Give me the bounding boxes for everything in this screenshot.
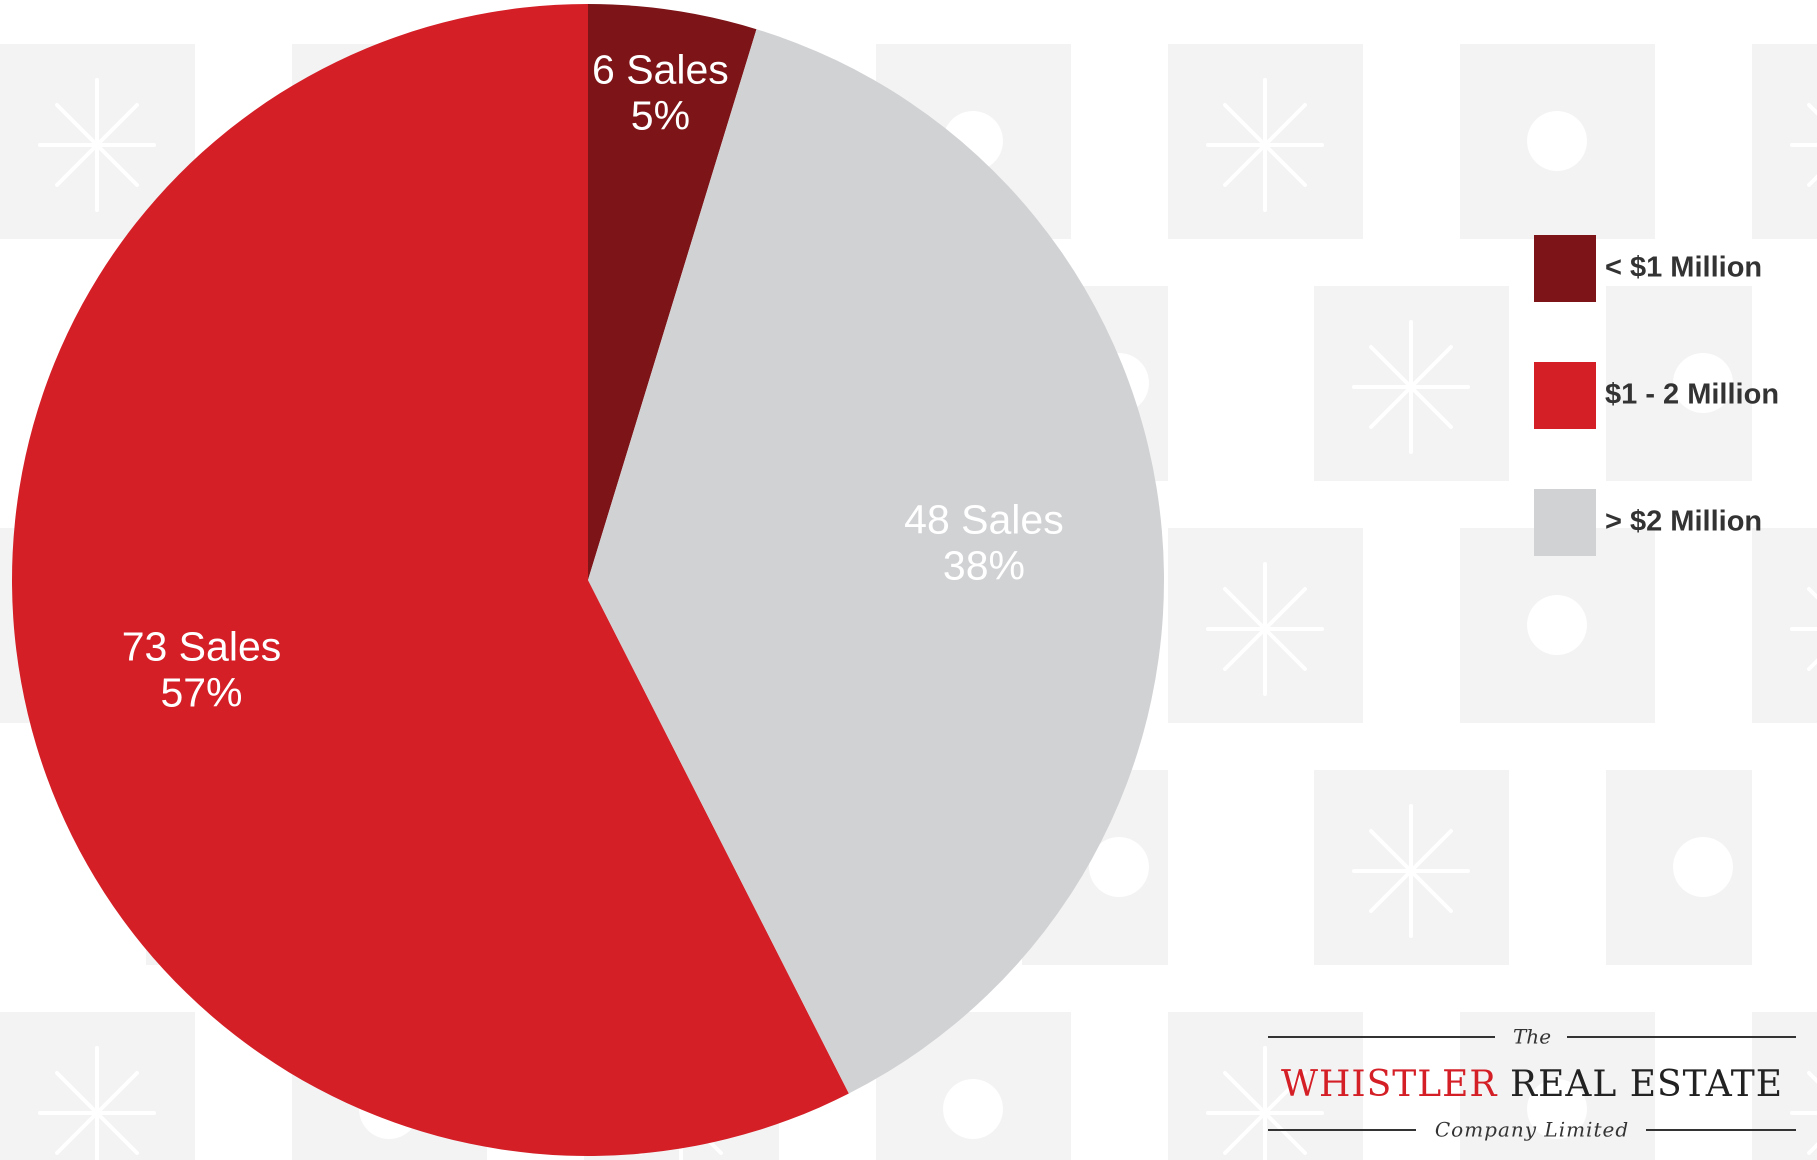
legend-label: > $2 Million [1605,506,1762,538]
pie-slice [588,3,757,580]
legend-swatch [1534,489,1596,556]
logo: The WHISTLER REAL ESTATE Company Limited [1268,1025,1796,1142]
legend-swatch [1534,235,1596,302]
percent-label: 38% [943,542,1025,588]
data-label: 6 Sales [592,47,729,93]
percent-label: 5% [631,93,690,139]
legend-label: < $1 Million [1605,252,1762,284]
pie-slice [12,4,849,1156]
logo-bottom: Company Limited [1435,1118,1629,1142]
data-label: 48 Sales [904,496,1064,542]
percent-label: 57% [160,669,242,715]
logo-name: WHISTLER REAL ESTATE [1281,1064,1783,1105]
logo-name-rest: REAL ESTATE [1510,1064,1783,1105]
legend: < $1 Million $1 - 2 Million > $2 Million [1534,235,1779,556]
legend-swatch [1534,362,1596,429]
logo-name-red: WHISTLER [1281,1064,1498,1105]
data-label: 73 Sales [122,623,282,669]
logo-top: The [1513,1025,1551,1049]
pie-slice [588,29,1165,1094]
legend-label: $1 - 2 Million [1605,379,1779,411]
